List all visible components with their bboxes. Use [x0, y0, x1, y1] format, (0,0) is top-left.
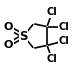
Text: Cl: Cl	[47, 54, 57, 64]
Text: Cl: Cl	[58, 36, 69, 46]
Text: Cl: Cl	[47, 7, 57, 17]
Text: O: O	[4, 40, 13, 50]
Text: O: O	[4, 22, 13, 32]
Text: Cl: Cl	[58, 22, 69, 32]
Text: S: S	[19, 30, 28, 42]
